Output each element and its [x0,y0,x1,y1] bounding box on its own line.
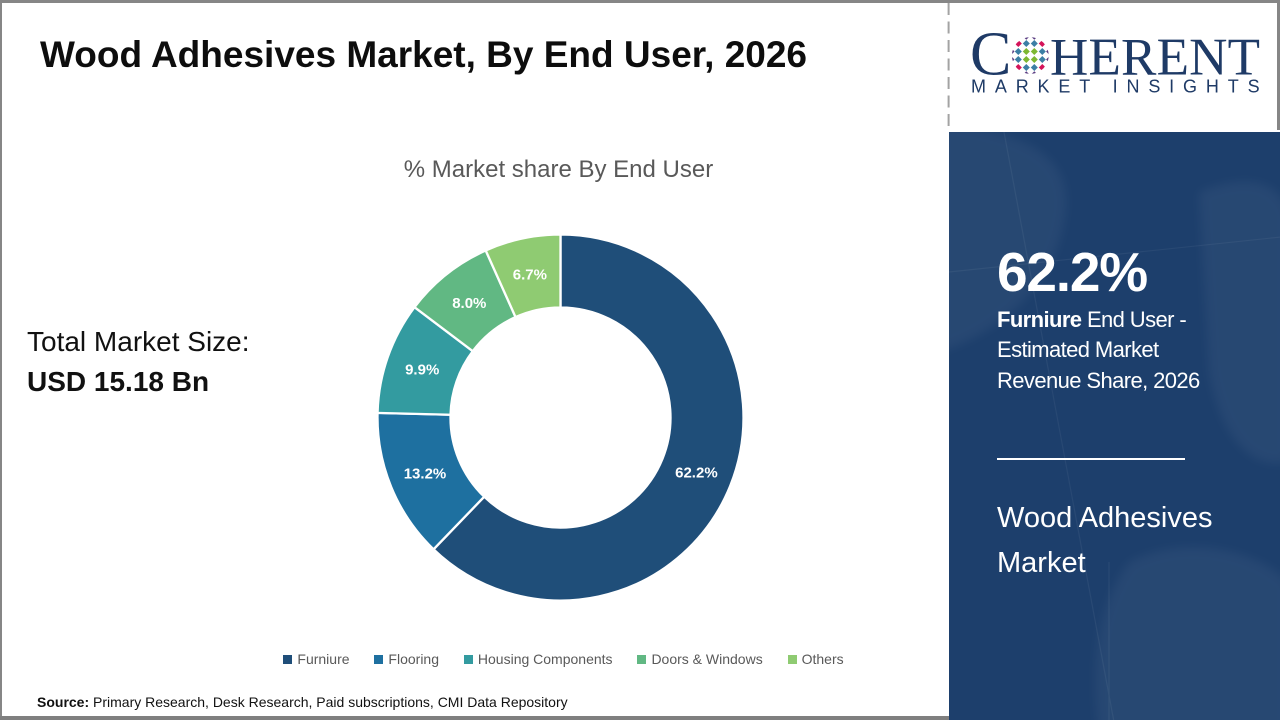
svg-text:8.0%: 8.0% [452,295,486,312]
svg-text:13.2%: 13.2% [404,465,447,482]
svg-text:C: C [970,21,1011,89]
svg-text:MARKET INSIGHTS: MARKET INSIGHTS [971,77,1268,97]
svg-text:6.7%: 6.7% [513,266,547,283]
svg-text:9.9%: 9.9% [405,361,439,378]
svg-text:HERENT: HERENT [1050,29,1260,87]
svg-text:62.2%: 62.2% [675,465,718,482]
